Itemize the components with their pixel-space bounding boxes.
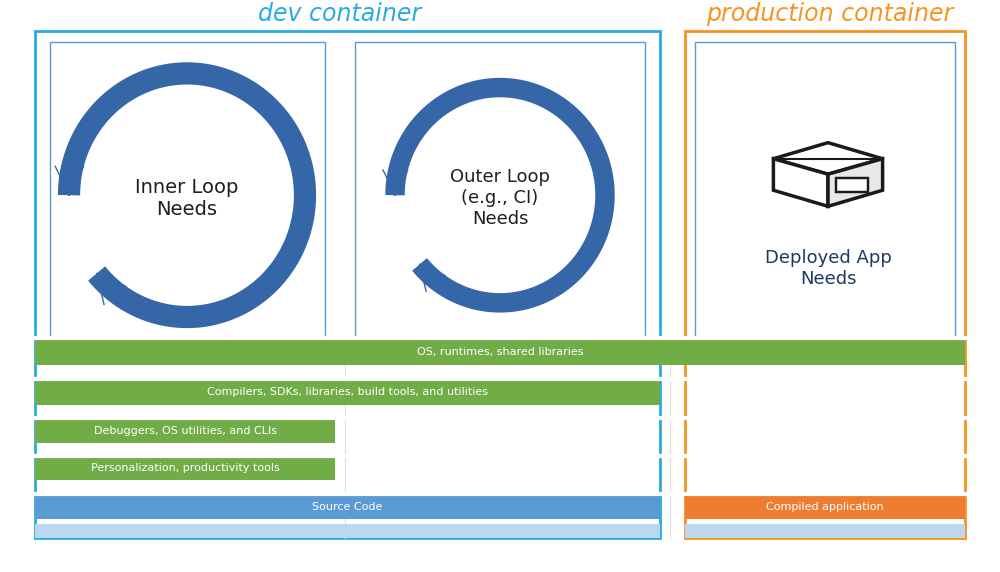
Polygon shape	[773, 158, 828, 206]
Text: Compiled application: Compiled application	[766, 502, 884, 511]
Polygon shape	[836, 178, 868, 192]
Text: Inner Loop
Needs: Inner Loop Needs	[135, 177, 239, 219]
Text: dev container: dev container	[258, 2, 422, 26]
Text: OS, runtimes, shared libraries: OS, runtimes, shared libraries	[417, 347, 583, 356]
Bar	[35, 494, 660, 519]
Bar	[355, 42, 645, 338]
Bar	[35, 419, 335, 443]
Text: Debuggers, OS utilities, and CLIs: Debuggers, OS utilities, and CLIs	[94, 426, 276, 436]
Text: Source Code: Source Code	[312, 502, 383, 511]
Text: Outer Loop
(e.g., CI)
Needs: Outer Loop (e.g., CI) Needs	[450, 168, 550, 228]
Polygon shape	[773, 142, 883, 174]
Bar	[695, 42, 955, 338]
Bar	[35, 31, 660, 538]
Bar	[35, 379, 660, 405]
Bar	[685, 31, 965, 538]
Text: production container: production container	[706, 2, 954, 26]
Bar	[35, 456, 335, 480]
Text: Personalization, productivity tools: Personalization, productivity tools	[91, 463, 279, 473]
Text: Deployed App
Needs: Deployed App Needs	[765, 249, 891, 288]
Bar	[685, 524, 965, 538]
Bar	[35, 524, 660, 538]
Bar	[685, 494, 965, 519]
Polygon shape	[828, 158, 883, 206]
Bar	[35, 338, 965, 365]
Bar	[50, 42, 325, 338]
Text: Compilers, SDKs, libraries, build tools, and utilities: Compilers, SDKs, libraries, build tools,…	[207, 387, 488, 397]
